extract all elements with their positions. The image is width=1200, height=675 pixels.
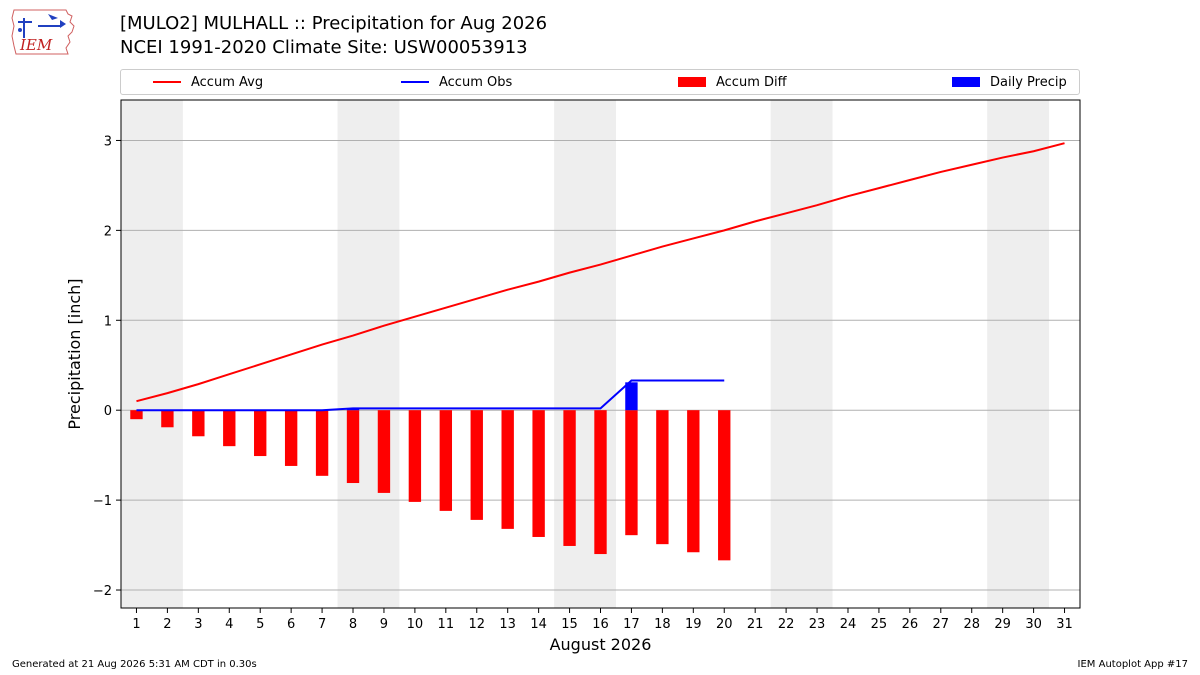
x-tick-label: 29 (994, 617, 1011, 632)
x-tick-label: 9 (380, 617, 388, 632)
accum-diff-bar (656, 410, 669, 545)
y-tick-label: 3 (104, 134, 112, 149)
accum-diff-bar (161, 410, 174, 428)
x-tick-label: 16 (592, 617, 609, 632)
x-tick-label: 31 (1056, 617, 1073, 632)
legend-label: Accum Diff (716, 74, 787, 90)
accum-obs-line (136, 379, 725, 412)
legend-line-icon (401, 81, 429, 83)
accum-diff-bar (439, 410, 453, 511)
accum-diff-bar (408, 410, 422, 502)
y-axis-label: Precipitation [inch] (65, 278, 84, 429)
weekend-band (337, 100, 400, 608)
legend-label: Daily Precip (990, 74, 1067, 90)
x-tick-label: 23 (809, 617, 826, 632)
weekend-band (121, 100, 183, 608)
accum-diff-bar (223, 410, 236, 447)
x-tick-label: 7 (318, 617, 326, 632)
legend-item-accum-obs: Accum Obs (401, 73, 512, 91)
x-tick-label: 15 (561, 617, 578, 632)
accum-diff-bar (563, 410, 576, 546)
accum-diff-bar (130, 410, 143, 420)
x-tick-label: 8 (349, 617, 357, 632)
svg-text:IEM: IEM (19, 36, 53, 54)
y-tick-label: 1 (104, 314, 112, 329)
chart-title: [MULO2] MULHALL :: Precipitation for Aug… (120, 13, 548, 34)
x-tick-label: 24 (840, 617, 857, 632)
x-tick-label: 17 (623, 617, 640, 632)
accum-diff-bar (346, 410, 360, 484)
y-tick-label: 0 (104, 404, 112, 419)
x-tick-label: 13 (499, 617, 516, 632)
accum-diff-bar (192, 410, 205, 437)
y-tick-label: −1 (93, 494, 112, 509)
x-tick-label: 2 (163, 617, 171, 632)
chart-subtitle: NCEI 1991-2020 Climate Site: USW00053913 (120, 37, 528, 58)
legend-item-accum-diff: Accum Diff (678, 73, 787, 91)
x-tick-label: 3 (194, 617, 202, 632)
daily-precip-bar (625, 382, 638, 411)
accum-diff-bar (501, 410, 514, 529)
accum-diff-bar (254, 410, 267, 457)
x-tick-label: 26 (902, 617, 919, 632)
x-tick-label: 19 (685, 617, 702, 632)
x-axis-label: August 2026 (550, 635, 652, 654)
accum-diff-bar (625, 410, 638, 536)
accum-diff-bar (532, 410, 545, 537)
iem-logo: IEM (11, 9, 75, 55)
legend-item-daily-precip: Daily Precip (952, 73, 1067, 91)
x-tick-label: 21 (747, 617, 764, 632)
legend-line-icon (153, 81, 181, 83)
legend-label: Accum Avg (191, 74, 264, 90)
accum-diff-bar (284, 410, 298, 466)
accum-avg-line (136, 142, 1065, 403)
footer-generated: Generated at 21 Aug 2026 5:31 AM CDT in … (12, 659, 257, 670)
x-tick-label: 28 (963, 617, 980, 632)
footer-app: IEM Autoplot App #17 (1077, 659, 1188, 670)
x-tick-label: 10 (407, 617, 424, 632)
legend-patch-icon (678, 77, 706, 87)
accum-diff-bar (594, 410, 607, 555)
accum-diff-bar (470, 410, 483, 520)
x-tick-label: 27 (933, 617, 950, 632)
legend-item-accum-avg: Accum Avg (153, 73, 263, 91)
weekend-band (770, 100, 833, 608)
accum-diff-bar (687, 410, 700, 553)
legend-patch-icon (952, 77, 980, 87)
weekend-band (987, 100, 1050, 608)
x-tick-label: 5 (256, 617, 264, 632)
x-tick-label: 30 (1025, 617, 1042, 632)
y-tick-label: −2 (93, 584, 112, 599)
x-tick-label: 14 (530, 617, 547, 632)
x-tick-label: 11 (438, 617, 455, 632)
x-tick-label: 4 (225, 617, 233, 632)
x-tick-label: 1 (132, 617, 140, 632)
x-tick-label: 20 (716, 617, 733, 632)
x-tick-label: 6 (287, 617, 295, 632)
y-tick-label: 2 (104, 224, 112, 239)
accum-diff-bar (315, 410, 329, 476)
x-tick-label: 18 (654, 617, 671, 632)
x-tick-label: 25 (871, 617, 888, 632)
x-tick-label: 12 (468, 617, 485, 632)
legend-label: Accum Obs (439, 74, 513, 90)
accum-diff-bar (377, 410, 391, 493)
legend: Accum Avg Accum Obs Accum Diff Daily Pre… (120, 69, 1080, 95)
accum-diff-bar (718, 410, 731, 561)
x-tick-label: 22 (778, 617, 795, 632)
